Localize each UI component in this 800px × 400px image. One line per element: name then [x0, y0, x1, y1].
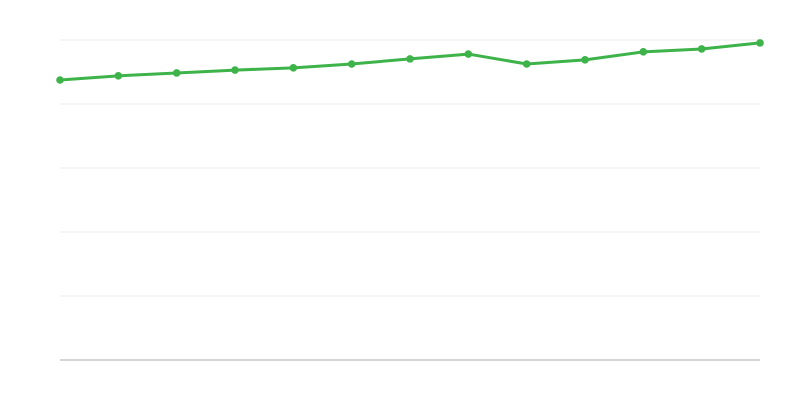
data-point — [697, 45, 706, 53]
data-point — [464, 50, 473, 58]
data-point — [114, 72, 123, 80]
data-point — [56, 76, 64, 84]
data-point — [756, 39, 764, 47]
data-point — [172, 69, 181, 77]
data-point — [231, 66, 239, 74]
data-point — [289, 64, 298, 72]
data-point — [639, 48, 648, 56]
data-point — [347, 60, 356, 68]
data-point — [581, 56, 589, 64]
data-point — [406, 55, 414, 63]
data-point — [522, 60, 531, 68]
